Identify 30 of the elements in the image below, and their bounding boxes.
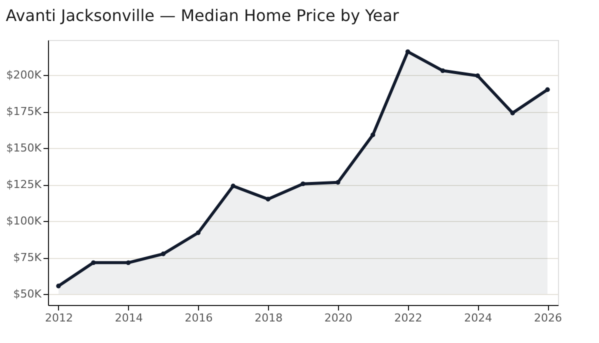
y-tick-label: $75K: [13, 251, 42, 264]
point: [230, 184, 236, 188]
x-tick-label: 2020: [324, 312, 352, 324]
y-tick-label: $50K: [13, 288, 42, 301]
y-tick-label: $175K: [6, 105, 42, 118]
point: [56, 284, 61, 288]
y-tick-label: $200K: [6, 68, 42, 82]
point: [336, 180, 340, 185]
point: [196, 230, 201, 236]
y-tick-label: $150K: [6, 142, 42, 155]
point: [370, 132, 376, 138]
point: [160, 252, 166, 256]
x-tick-label: 2016: [184, 312, 213, 324]
y-tick-label: $125K: [6, 178, 42, 192]
x-tick-label: 2018: [254, 312, 283, 324]
chart-title: Avanti Jacksonville — Median Home Price by Year: [6, 6, 400, 25]
point: [440, 68, 446, 73]
point: [266, 196, 270, 202]
x-tick-label: 2026: [534, 312, 562, 324]
point: [510, 110, 515, 116]
point: [545, 87, 550, 92]
x-tick-label: 2024: [464, 312, 492, 324]
point: [300, 181, 306, 186]
point: [475, 73, 480, 78]
x-tick-label: 2014: [114, 312, 143, 324]
point: [405, 49, 410, 54]
y-tick-label: $100K: [6, 214, 42, 228]
x-tick-label: 2012: [44, 312, 73, 324]
point: [91, 260, 96, 265]
x-tick-label: 2022: [394, 312, 422, 324]
